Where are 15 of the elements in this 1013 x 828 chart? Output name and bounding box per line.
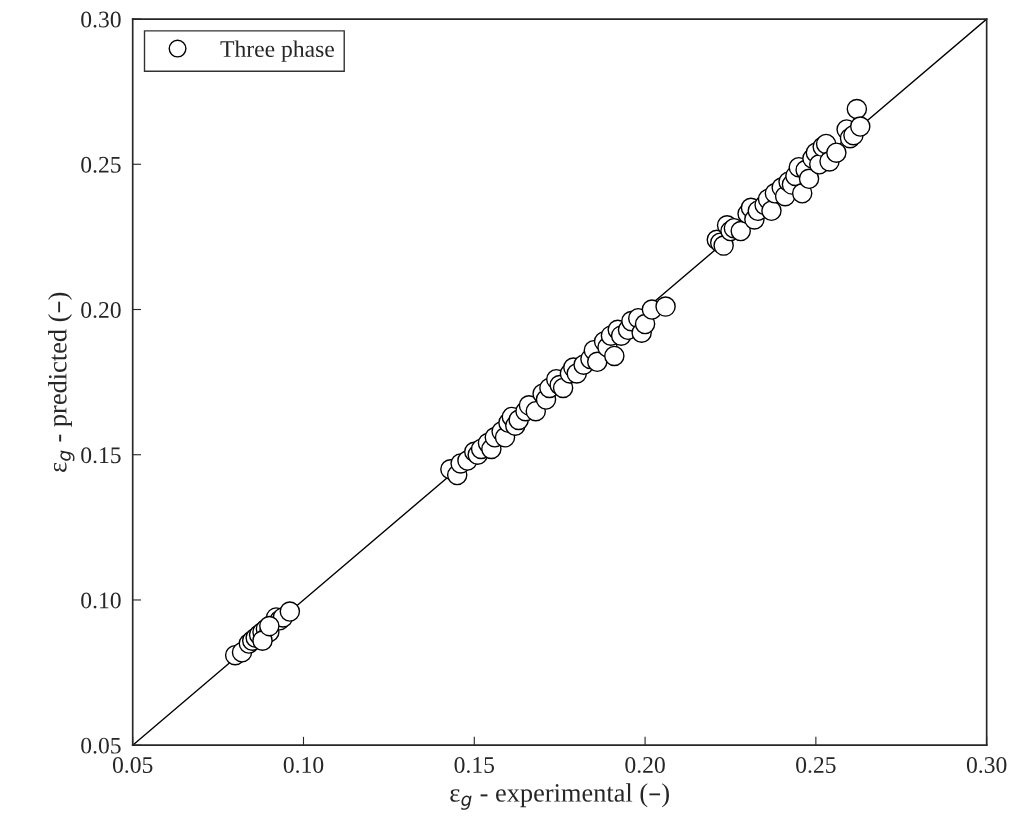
y-tick-label: 0.15	[81, 447, 121, 464]
y-tick-label: 0.20	[81, 302, 121, 319]
x-tick-label: 0.10	[283, 756, 324, 774]
x-tick-label: 0.05	[112, 756, 153, 774]
x-tick-label: 0.30	[966, 756, 1007, 774]
y-axis-title: ε$_{g}$ - predicted (–)	[48, 292, 75, 472]
y-tick-label: 0.10	[81, 592, 121, 609]
y-tick-label: 0.30	[81, 11, 121, 28]
x-tick-label: 0.25	[796, 756, 836, 774]
y-tick-label: 0.25	[81, 156, 121, 173]
y-tick-label: 0.05	[81, 737, 121, 754]
x-axis-title: ε$_{g}$ - experimental (–)	[450, 783, 669, 810]
x-tick-label: 0.15	[454, 756, 495, 774]
legend-label: Three phase	[220, 40, 334, 62]
x-tick-label: 0.20	[625, 756, 665, 774]
